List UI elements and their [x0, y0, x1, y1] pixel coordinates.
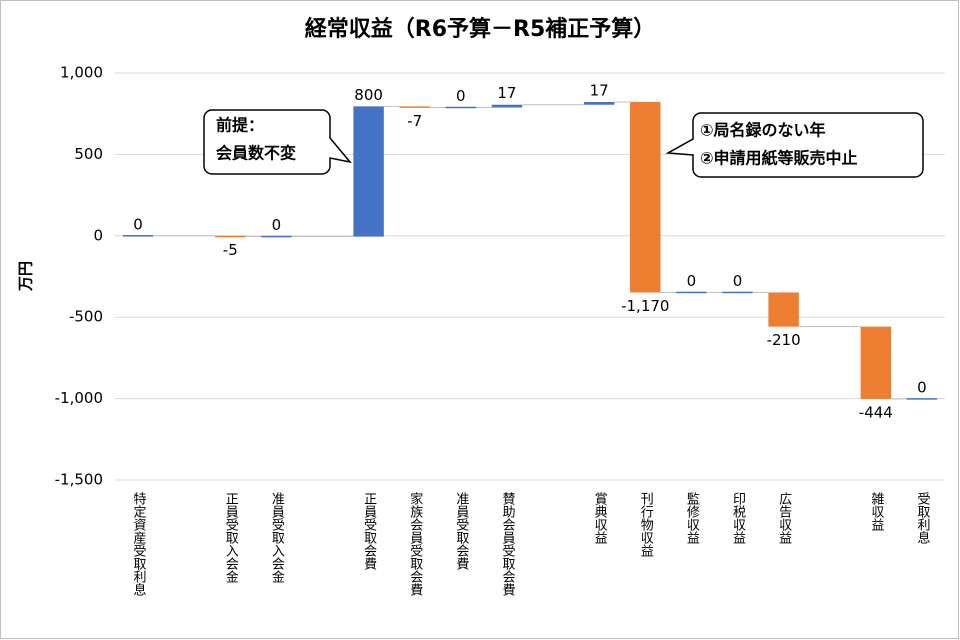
data-label: 17 [497, 84, 516, 102]
callout-box [203, 109, 352, 175]
data-label: 0 [272, 216, 282, 234]
x-tick-label: 准員受取入会金 [269, 492, 285, 583]
callout-1: 前提： 会員数不変 [203, 109, 352, 175]
callout-2: ①局名録のない年 ②申請用紙等販売中止 [665, 112, 924, 178]
x-tick-label: 印税収益 [730, 492, 746, 544]
y-tick-label: -1,000 [55, 389, 103, 407]
x-tick-label: 賛助会員受取会費 [499, 492, 515, 596]
x-tick-label: 特定資産受取利息 [131, 492, 147, 596]
bar [445, 106, 477, 109]
y-axis-label: 万円 [17, 261, 35, 292]
callout-text: ①局名録のない年 [700, 121, 826, 140]
bar [768, 292, 799, 327]
x-tick-label: 賞典収益 [592, 492, 608, 544]
y-tick-label: 500 [74, 145, 103, 163]
data-label: -7 [407, 112, 422, 130]
callout-text: 会員数不変 [216, 144, 296, 163]
data-label: 0 [687, 272, 697, 290]
y-tick-label: 0 [93, 226, 103, 244]
y-tick-label: 1,000 [60, 64, 103, 82]
bar [491, 104, 523, 108]
bar [722, 291, 753, 294]
bar [860, 326, 892, 399]
bar [630, 101, 661, 293]
bar [399, 106, 430, 108]
bar [261, 235, 292, 238]
data-label: -444 [859, 403, 893, 421]
x-tick-label: 正員受取会費 [361, 492, 377, 570]
data-label: 800 [354, 86, 383, 104]
callout-box [665, 112, 924, 178]
bar [676, 291, 707, 294]
x-tick-label: 家族会員受取会費 [407, 491, 423, 596]
x-tick-label: 刊行物収益 [638, 492, 654, 557]
data-label: 0 [917, 378, 927, 396]
x-tick-label: 正員受取入会金 [223, 492, 239, 583]
data-label: 0 [733, 272, 743, 290]
data-label: 0 [456, 87, 466, 105]
callout-text: 前提： [216, 116, 264, 135]
chart-title: 経常収益（R6予算－R5補正予算） [305, 16, 656, 42]
bar [353, 106, 384, 237]
x-tick-label: 広告収益 [776, 492, 792, 544]
y-tick-label: -500 [69, 308, 103, 326]
bar [906, 398, 938, 400]
x-tick-label: 受取利息 [914, 492, 930, 544]
y-tick-label: -1,500 [55, 471, 103, 489]
bar [122, 235, 154, 237]
data-label: 0 [133, 215, 143, 233]
bar [215, 235, 246, 238]
bar [583, 101, 615, 105]
callout-text: ②申請用紙等販売中止 [700, 149, 858, 168]
x-tick-label: 雑収益 [868, 491, 884, 531]
data-label: -210 [767, 331, 801, 349]
data-label: -5 [223, 241, 238, 259]
data-label: -1,170 [621, 297, 669, 315]
x-tick-label: 准員受取会費 [453, 492, 469, 570]
x-tick-label: 監修収益 [684, 491, 700, 544]
data-label: 17 [590, 81, 609, 99]
